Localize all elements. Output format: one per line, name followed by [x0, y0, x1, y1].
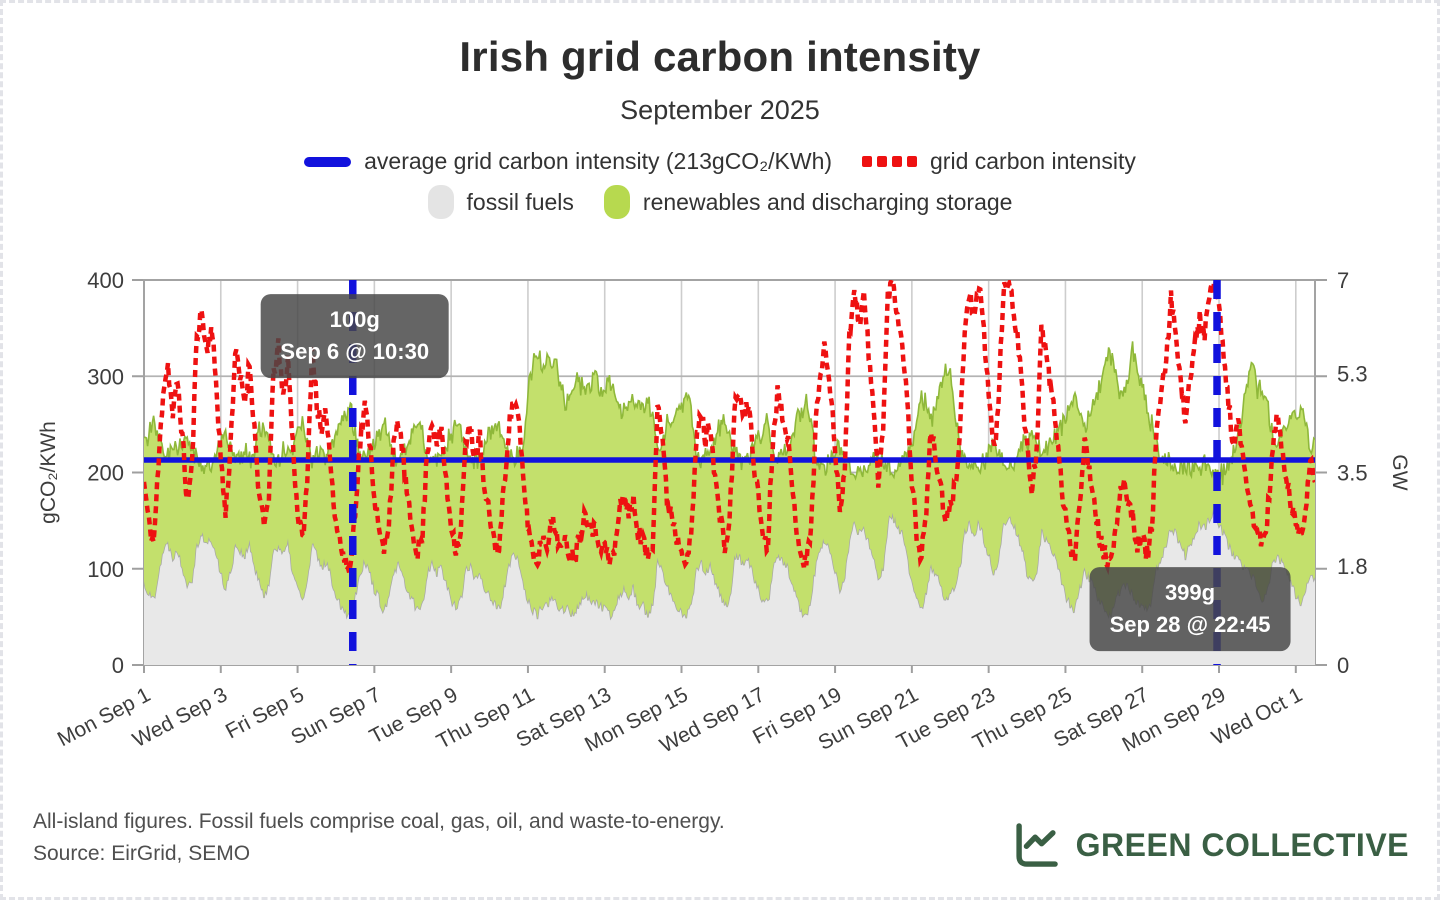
svg-text:300: 300 — [87, 364, 124, 389]
annotation-max: 399g Sep 28 @ 22:45 — [1089, 567, 1291, 651]
chart-title: Irish grid carbon intensity — [459, 33, 981, 80]
svg-text:7: 7 — [1337, 268, 1349, 293]
line-chart-icon — [1016, 823, 1058, 867]
renewables-edge — [144, 341, 1315, 486]
brand: GREEN COLLECTIVE — [1010, 819, 1409, 871]
renewables-area-swatch — [603, 185, 630, 219]
legend-label-average: average grid carbon intensity (213gCO₂/K… — [364, 148, 833, 174]
dotted-line-swatch — [862, 156, 918, 167]
fossil-area-swatch — [427, 185, 454, 219]
legend-label-renewables: renewables and discharging storage — [642, 188, 1013, 215]
footer: All-island figures. Fossil fuels compris… — [33, 806, 1409, 871]
legend-item-intensity: grid carbon intensity — [862, 148, 1136, 175]
legend-row-areas: fossil fuels renewables and discharging … — [427, 185, 1013, 219]
footnote-source: Source: EirGrid, SEMO — [33, 842, 251, 866]
chart-header: Irish grid carbon intensity September 20… — [3, 33, 1437, 126]
average-line-swatch — [304, 156, 352, 167]
footnotes: All-island figures. Fossil fuels compris… — [33, 806, 725, 871]
y-left-tick-labels: 0 100 200 300 400 — [87, 268, 124, 678]
y-left-axis-title: gCO₂/KWh — [37, 421, 60, 524]
legend: average grid carbon intensity (213gCO₂/K… — [3, 148, 1437, 219]
legend-item-renewables: renewables and discharging storage — [603, 185, 1013, 219]
svg-text:5.3: 5.3 — [1337, 362, 1368, 387]
annotation-max-time: Sep 28 @ 22:45 — [1109, 612, 1271, 637]
svg-text:3.5: 3.5 — [1337, 461, 1368, 486]
svg-text:0: 0 — [112, 653, 124, 678]
annotation-min-value: 100g — [329, 307, 380, 333]
legend-item-average: average grid carbon intensity (213gCO₂/K… — [304, 148, 832, 175]
y-right-axis-title: GW — [1388, 454, 1411, 490]
footnote-methodology: All-island figures. Fossil fuels compris… — [33, 809, 725, 833]
svg-text:400: 400 — [87, 268, 124, 293]
y-right-tick-labels: 0 1.8 3.5 5.3 7 — [1337, 268, 1368, 678]
svg-text:100: 100 — [87, 557, 124, 582]
legend-row-lines: average grid carbon intensity (213gCO₂/K… — [304, 148, 1136, 175]
svg-text:1.8: 1.8 — [1337, 554, 1368, 579]
chart-subtitle: September 2025 — [620, 95, 820, 125]
legend-label-intensity: grid carbon intensity — [930, 148, 1136, 174]
grid-carbon-intensity-line — [144, 280, 1315, 577]
fossil-fuels-area — [144, 510, 1315, 665]
legend-item-fossil: fossil fuels — [427, 185, 574, 219]
svg-text:0: 0 — [1337, 653, 1349, 678]
svg-text:200: 200 — [87, 461, 124, 486]
annotation-max-value: 399g — [1164, 580, 1216, 606]
annotation-min: 100g Sep 6 @ 10:30 — [260, 294, 450, 378]
annotation-min-time: Sep 6 @ 10:30 — [280, 339, 430, 364]
brand-name: GREEN COLLECTIVE — [1075, 826, 1409, 863]
legend-label-fossil: fossil fuels — [466, 188, 574, 215]
